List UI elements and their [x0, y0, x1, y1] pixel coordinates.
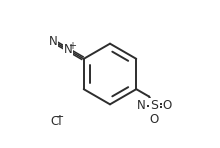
Text: O: O	[150, 113, 159, 126]
Text: N: N	[137, 99, 146, 112]
Text: Cl: Cl	[51, 115, 62, 128]
Text: N: N	[49, 35, 57, 48]
Text: +: +	[68, 41, 76, 51]
Text: O: O	[163, 99, 172, 112]
Text: S: S	[150, 99, 158, 112]
Text: −: −	[55, 112, 64, 122]
Text: N: N	[64, 44, 73, 56]
